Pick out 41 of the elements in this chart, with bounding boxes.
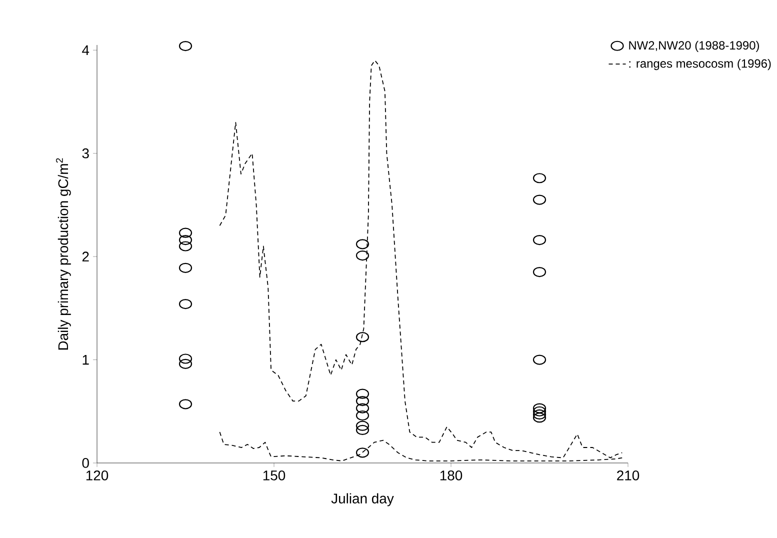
point [532, 194, 546, 205]
point [356, 396, 370, 406]
y-tick-label: 2 [82, 252, 89, 262]
point [356, 448, 370, 458]
point [532, 235, 546, 246]
y-axis-title: Daily primary production gC/m$^{2}$ [56, 158, 71, 350]
legend-label: NW2,NW20 (1988-1990) [629, 40, 759, 52]
point [532, 267, 546, 278]
point [178, 228, 192, 238]
point [532, 354, 546, 365]
x-tick-label: 210 [617, 470, 640, 480]
point [178, 241, 192, 252]
point [356, 239, 370, 250]
point [178, 40, 192, 52]
legend-label: : ranges mesocosm (1996) [629, 58, 771, 70]
point [356, 424, 370, 436]
point [356, 332, 370, 342]
point [356, 403, 370, 414]
point [178, 298, 192, 310]
point [178, 354, 192, 364]
point [356, 388, 370, 399]
point [178, 235, 192, 246]
point [178, 358, 192, 369]
y-tick-label: 1 [82, 354, 89, 365]
y-tick-label: 3 [82, 148, 89, 158]
point [532, 173, 546, 184]
point [356, 420, 370, 431]
point [532, 409, 546, 420]
point [532, 406, 546, 416]
point [356, 250, 370, 261]
point [532, 403, 546, 414]
point [356, 410, 370, 421]
point [532, 412, 546, 423]
y-tick-label: 4 [82, 45, 90, 55]
x-tick-label: 120 [86, 470, 108, 480]
point [178, 399, 192, 410]
x-tick-label: 180 [440, 470, 462, 480]
x-tick-label: 150 [263, 470, 286, 480]
point [178, 262, 192, 273]
y-tick-label: 0 [82, 458, 89, 468]
x-axis-title: Julian day [331, 493, 394, 506]
